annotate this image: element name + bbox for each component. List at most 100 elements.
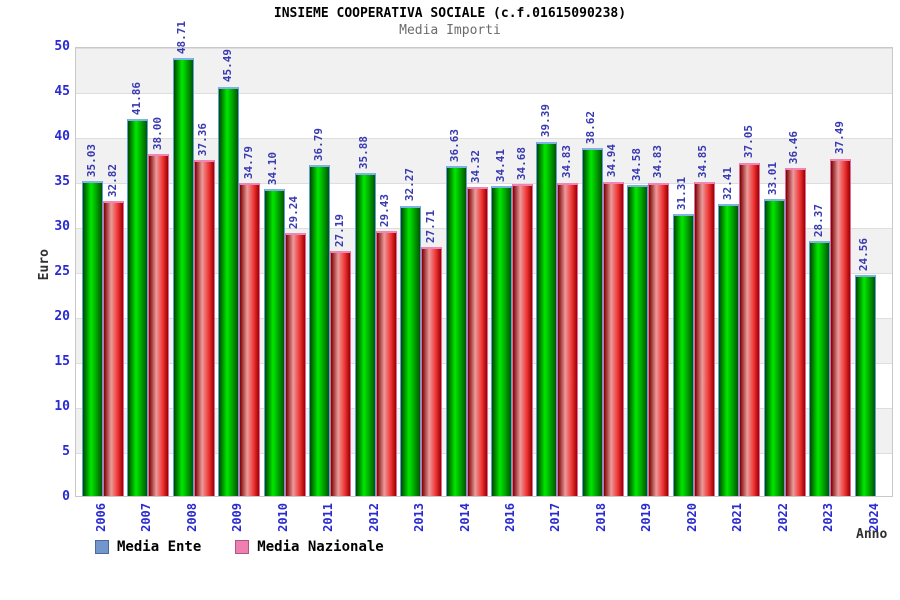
bar-value-label: 33.01 <box>766 161 780 195</box>
bar-media-ente <box>809 240 831 496</box>
bar-value-label: 45.49 <box>220 49 234 83</box>
bar-value-label: 36.63 <box>448 129 462 163</box>
bar-value-label: 34.83 <box>559 145 573 179</box>
bar-media-ente <box>127 119 149 496</box>
bar-media-ente <box>581 148 603 496</box>
y-tick-label: 25 <box>54 264 70 279</box>
bar-media-ente <box>263 189 285 496</box>
bar-value-label: 34.83 <box>650 145 664 179</box>
bar-media-nazionale <box>648 182 670 496</box>
x-tick-label: 2013 <box>412 503 427 532</box>
bar-value-label: 37.49 <box>832 121 846 155</box>
bar-media-ente <box>627 184 649 496</box>
bar-media-ente <box>536 141 558 496</box>
y-tick-label: 5 <box>62 444 70 459</box>
bar-value-label: 48.71 <box>175 20 189 54</box>
bar-media-ente <box>82 180 103 496</box>
x-tick-label: 2016 <box>503 503 517 532</box>
bar-media-nazionale <box>103 200 124 496</box>
bar-value-label: 37.36 <box>196 122 210 156</box>
bar-value-label: 34.68 <box>514 146 528 180</box>
y-axis-title: Euro <box>37 249 52 281</box>
bar-media-ente <box>218 86 240 496</box>
y-tick-label: 20 <box>54 309 70 324</box>
bar-value-label: 35.88 <box>357 135 371 170</box>
y-tick-label: 30 <box>54 219 70 234</box>
legend-label-media-ente: Media Ente <box>117 539 202 555</box>
bar-media-ente <box>354 173 376 496</box>
bar-media-ente <box>718 204 740 496</box>
y-tick-label: 35 <box>54 174 70 189</box>
bar-media-nazionale <box>557 182 579 496</box>
y-tick-label: 45 <box>54 84 70 99</box>
legend-item-media-nazionale: Media Nazionale <box>235 539 384 555</box>
x-tick-label: 2021 <box>730 503 745 532</box>
bar-value-label: 24.56 <box>857 237 871 271</box>
x-tick-label: 2007 <box>139 503 154 532</box>
bar-value-label: 37.05 <box>741 125 755 159</box>
bar-media-nazionale <box>830 158 852 496</box>
bar-media-nazionale <box>739 162 761 496</box>
bar-media-nazionale <box>330 251 352 496</box>
bar-value-label: 34.85 <box>696 145 710 179</box>
y-tick-label: 10 <box>54 399 70 414</box>
x-axis-title: Anno <box>856 527 888 542</box>
x-tick-label: 2014 <box>457 503 472 532</box>
bar-value-label: 28.37 <box>811 203 825 237</box>
legend: Media Ente Media Nazionale <box>95 539 408 555</box>
bar-value-label: 32.41 <box>720 167 734 201</box>
x-tick-label: 2012 <box>366 503 381 532</box>
x-tick-label: 2009 <box>230 503 245 532</box>
chart-title: INSIEME COOPERATIVA SOCIALE (c.f.0161509… <box>273 6 627 21</box>
bar-media-nazionale <box>466 187 488 496</box>
legend-item-media-ente: Media Ente <box>95 539 201 555</box>
bar-media-nazionale <box>784 167 806 496</box>
bar-value-label: 27.71 <box>423 209 437 243</box>
y-tick-label: 15 <box>54 354 70 369</box>
y-tick-label: 50 <box>54 39 70 54</box>
x-tick-label: 2022 <box>775 503 790 532</box>
bar-media-nazionale <box>148 154 170 496</box>
bar-value-label: 41.86 <box>129 82 143 116</box>
bar-media-ente <box>763 198 785 496</box>
bar-value-label: 36.79 <box>311 127 325 161</box>
bar-value-label: 35.03 <box>84 143 98 177</box>
x-tick-label: 2006 <box>94 503 108 532</box>
bar-media-nazionale <box>284 232 306 496</box>
bar-media-nazionale <box>193 159 215 496</box>
x-tick-label: 2023 <box>821 503 836 532</box>
bar-media-ente <box>400 205 422 496</box>
bar-value-label: 29.43 <box>378 194 392 228</box>
media-nazionale-swatch-icon <box>235 540 250 554</box>
x-tick-label: 2011 <box>321 503 336 532</box>
bar-media-nazionale <box>421 246 443 496</box>
x-tick-label: 2020 <box>684 503 699 532</box>
bar-value-label: 34.79 <box>241 145 255 179</box>
bar-value-label: 34.58 <box>629 147 643 181</box>
plot-area: 35.03 41.86 48.71 45.49 34.10 36.79 35.88 32.27… <box>75 21 893 497</box>
bar-value-label: 34.94 <box>605 144 619 178</box>
bar-media-ente <box>854 274 876 496</box>
bar-value-label: 27.19 <box>332 214 346 248</box>
bar-value-label: 34.41 <box>493 149 507 183</box>
y-tick-label: 40 <box>54 129 70 144</box>
bar-media-nazionale <box>239 182 261 496</box>
bar-value-label: 32.27 <box>402 168 416 202</box>
bar-value-label: 38.00 <box>150 116 164 150</box>
bar-value-label: 34.10 <box>266 151 280 186</box>
x-tick-label: 2008 <box>184 503 199 532</box>
bar-media-ente <box>491 186 512 496</box>
chart-subtitle: Media Importi <box>399 23 501 38</box>
legend-label-media-nazionale: Media Nazionale <box>257 539 384 555</box>
bar-media-nazionale <box>512 183 533 496</box>
bar-media-ente <box>672 214 694 496</box>
bar-value-label: 34.32 <box>469 150 483 184</box>
bar-value-label: 32.82 <box>105 163 119 197</box>
bar-media-nazionale <box>375 231 397 496</box>
bar-value-label: 29.24 <box>287 195 301 229</box>
bar-media-nazionale <box>602 181 624 496</box>
bar-media-ente <box>309 164 331 496</box>
x-tick-label: 2018 <box>593 503 608 532</box>
bar-media-ente <box>172 57 194 496</box>
